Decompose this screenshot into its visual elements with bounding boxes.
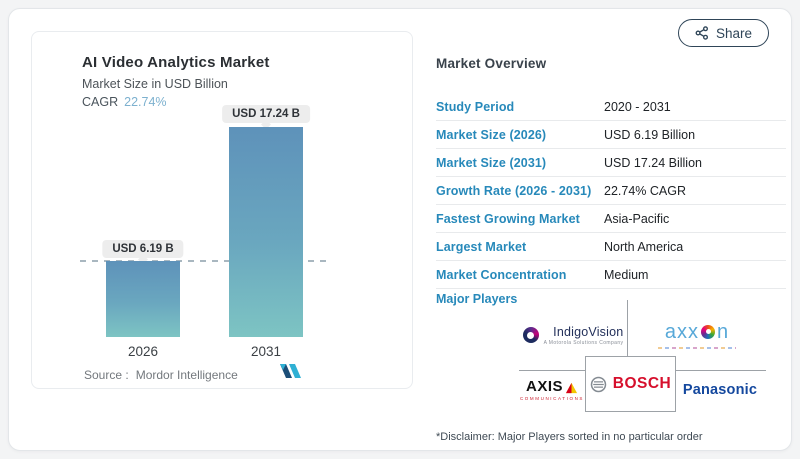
- table-row: Fastest Growing Market Asia-Pacific: [436, 205, 786, 233]
- bosch-emblem-icon: [590, 376, 607, 393]
- x-axis-label-2031: 2031: [250, 344, 282, 359]
- panasonic-name: Panasonic: [682, 382, 758, 398]
- row-value: 22.74% CAGR: [604, 183, 686, 198]
- player-axxon: axx n: [628, 300, 766, 370]
- row-label: Fastest Growing Market: [436, 211, 580, 226]
- table-row: Market Size (2031) USD 17.24 Billion: [436, 149, 786, 177]
- bar-2026[interactable]: [106, 261, 180, 337]
- row-value: USD 6.19 Billion: [604, 127, 696, 142]
- row-value: USD 17.24 Billion: [604, 155, 702, 170]
- axxon-tagline-strip: [658, 346, 736, 349]
- row-label: Market Size (2026): [436, 127, 547, 142]
- mordor-intelligence-logo-icon: [279, 363, 303, 384]
- cagr-value: 22.74%: [124, 95, 167, 109]
- major-players-label: Major Players: [436, 292, 518, 306]
- source-label: Source :: [84, 368, 129, 382]
- row-label: Largest Market: [436, 239, 527, 254]
- bar-value-label-2026: USD 6.19 B: [102, 240, 184, 258]
- cagr-label: CAGR: [82, 95, 119, 109]
- table-row: Study Period 2020 - 2031: [436, 93, 786, 121]
- row-value: North America: [604, 239, 684, 254]
- bar-2031[interactable]: [229, 127, 303, 337]
- table-row: Growth Rate (2026 - 2031) 22.74% CAGR: [436, 177, 786, 205]
- indigovision-ring-icon: [522, 327, 539, 343]
- player-axis: AXIS COMMUNICATIONS: [519, 370, 585, 410]
- main-card: Share AI Video Analytics Market Market S…: [8, 8, 792, 451]
- bosch-name: BOSCH: [612, 375, 672, 392]
- players-column-divider: [627, 300, 628, 370]
- axxon-name-right: n: [717, 320, 730, 343]
- axis-communications-label: COMMUNICATIONS: [519, 396, 585, 401]
- row-label: Market Size (2031): [436, 155, 547, 170]
- player-indigovision: IndigoVision A Motorola Solutions Compan…: [519, 300, 627, 370]
- chart-subtitle: Market Size in USD Billion: [82, 77, 228, 91]
- row-value: 2020 - 2031: [604, 99, 671, 114]
- table-row: Largest Market North America: [436, 233, 786, 261]
- axxon-name-left: axx: [664, 320, 699, 343]
- row-label: Market Concentration: [436, 267, 567, 282]
- x-axis-label-2026: 2026: [127, 344, 159, 359]
- row-label: Study Period: [436, 99, 515, 114]
- bar-value-label-2031: USD 17.24 B: [222, 105, 310, 123]
- axis-triangle-icon: [565, 382, 578, 394]
- share-label: Share: [715, 25, 752, 41]
- source-value: Mordor Intelligence: [135, 368, 238, 382]
- table-row: Market Size (2026) USD 6.19 Billion: [436, 121, 786, 149]
- row-value: Asia-Pacific: [604, 211, 670, 226]
- reference-dashed-line: [80, 260, 330, 262]
- row-value: Medium: [604, 267, 649, 282]
- market-chart-card: AI Video Analytics Market Market Size in…: [31, 31, 413, 389]
- major-players-grid: IndigoVision A Motorola Solutions Compan…: [519, 300, 766, 412]
- share-button[interactable]: Share: [677, 19, 769, 47]
- axxon-pinwheel-icon: [701, 324, 715, 339]
- overview-heading: Market Overview: [436, 56, 547, 71]
- table-row: Market Concentration Medium: [436, 261, 786, 289]
- indigovision-name: IndigoVision: [553, 324, 624, 339]
- axis-name: AXIS: [525, 378, 563, 395]
- player-panasonic: Panasonic: [674, 370, 766, 410]
- player-bosch: BOSCH: [585, 356, 676, 412]
- share-icon: [695, 26, 709, 40]
- indigovision-tagline: A Motorola Solutions Company: [543, 339, 624, 346]
- source-row: Source : Mordor Intelligence: [84, 368, 238, 382]
- chart-title: AI Video Analytics Market: [82, 54, 270, 71]
- disclaimer-text: *Disclaimer: Major Players sorted in no …: [436, 431, 703, 443]
- row-label: Growth Rate (2026 - 2031): [436, 183, 592, 198]
- overview-table: Study Period 2020 - 2031 Market Size (202…: [436, 93, 786, 289]
- chart-cagr: CAGR 22.74%: [82, 95, 167, 109]
